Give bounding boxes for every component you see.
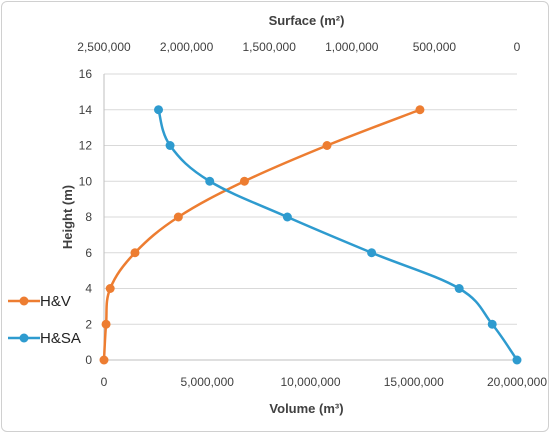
data-point	[101, 319, 111, 329]
series-2	[154, 105, 522, 365]
x-bottom-tick-label: 15,000,000	[384, 375, 444, 389]
x-axis-top-title: Surface (m²)	[269, 13, 345, 28]
x-bottom-tick-label: 20,000,000	[487, 375, 547, 389]
data-point	[154, 105, 164, 115]
x-top-tick-label: 2,500,000	[77, 40, 131, 54]
x-bottom-tick-label: 10,000,000	[280, 375, 340, 389]
data-point	[512, 355, 522, 365]
series-line	[102, 108, 421, 361]
legend-label: H&V	[40, 293, 71, 310]
data-point	[105, 284, 115, 293]
x-bottom-tick-label: 0	[101, 375, 108, 389]
x-bottom-tick-label: 5,000,000	[181, 375, 235, 389]
y-tick-label: 12	[79, 139, 93, 153]
data-point	[99, 355, 109, 365]
y-axis-title: Height (m)	[60, 185, 75, 249]
axes: 0 2 4 6 8 10 12 14 16 0 5,000,000 10,000,000 15,000,…	[77, 40, 547, 389]
y-tick-label: 8	[85, 210, 92, 224]
x-top-tick-label: 500,000	[413, 40, 457, 54]
y-tick-label: 0	[85, 353, 92, 367]
data-point	[454, 284, 464, 293]
x-top-tick-label: 2,000,000	[160, 40, 214, 54]
y-tick-label: 6	[85, 246, 92, 260]
legend-marker	[19, 333, 29, 343]
data-point	[173, 212, 183, 222]
data-point	[205, 176, 215, 186]
data-point	[282, 212, 292, 222]
data-point	[239, 176, 249, 186]
data-point	[415, 105, 425, 115]
x-axis-bottom-title: Volume (m³)	[269, 401, 343, 416]
data-point	[367, 248, 377, 258]
data-point	[487, 319, 497, 329]
gridlines	[104, 73, 517, 325]
legend-marker	[19, 296, 29, 306]
y-tick-label: 10	[79, 174, 93, 188]
y-tick-label: 4	[85, 282, 92, 296]
x-top-tick-label: 0	[514, 40, 521, 54]
series-line	[157, 109, 519, 361]
y-tick-label: 14	[79, 103, 93, 117]
series-layer	[99, 105, 522, 365]
data-point	[130, 248, 140, 258]
data-point	[165, 141, 175, 150]
x-top-tick-label: 1,000,000	[325, 40, 379, 54]
y-tick-label: 16	[79, 67, 93, 81]
legend-label: H&SA	[40, 330, 81, 347]
y-tick-label: 2	[85, 317, 92, 331]
legend: H&V H&SA	[8, 293, 81, 347]
series-1	[99, 105, 425, 365]
data-point	[322, 141, 332, 150]
x-top-tick-label: 1,500,000	[243, 40, 297, 54]
